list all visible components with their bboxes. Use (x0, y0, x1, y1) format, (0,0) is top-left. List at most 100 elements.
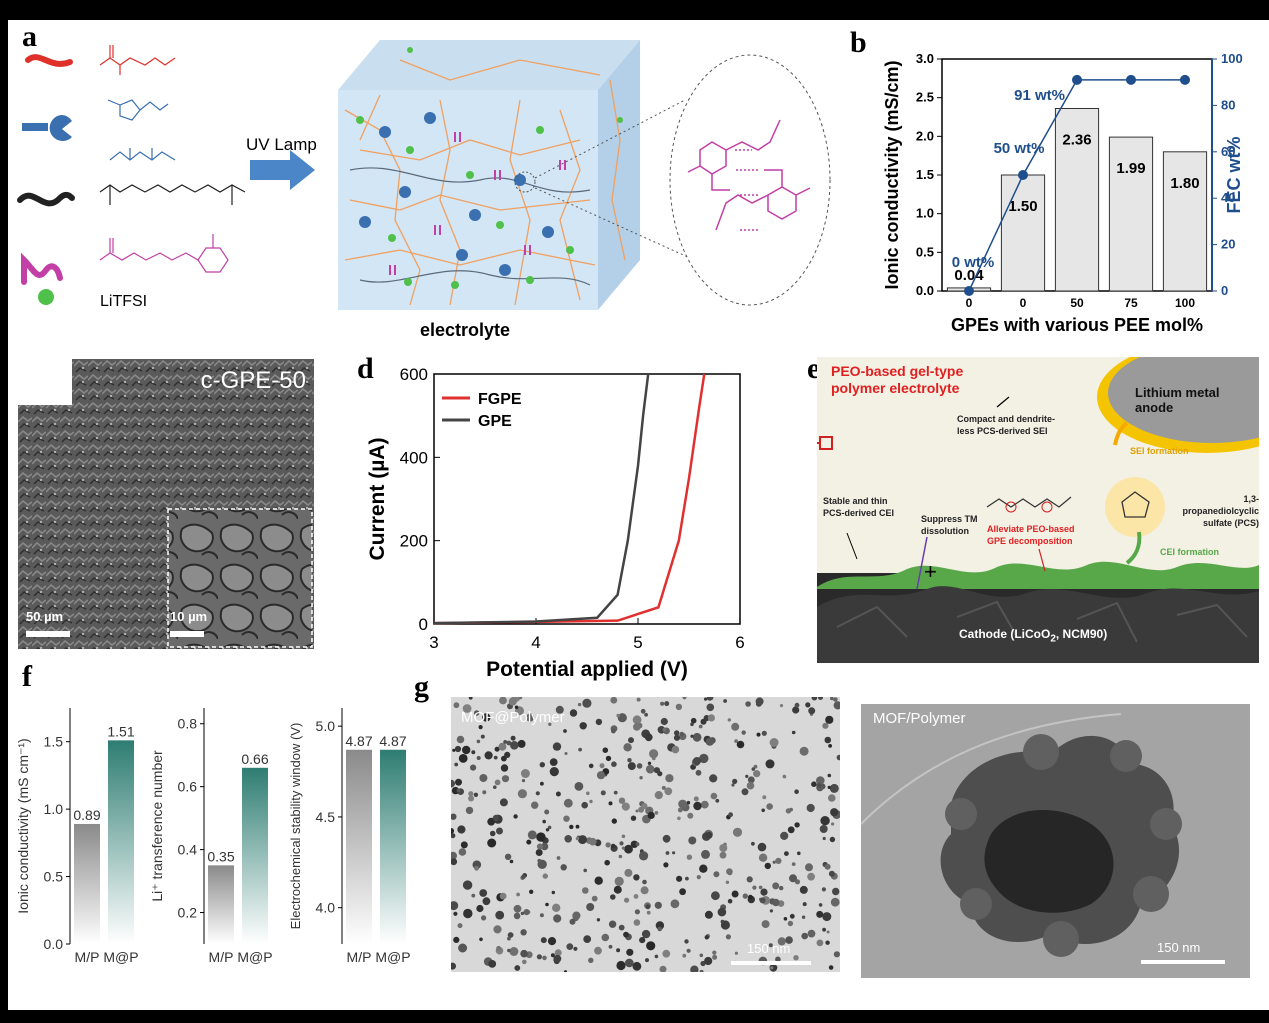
nanoparticle (673, 734, 681, 741)
nanoparticle (456, 788, 461, 793)
bar-value-label: 1.99 (1116, 160, 1145, 177)
tm-note-line2: dissolution (921, 526, 969, 536)
nanoparticle (482, 897, 491, 906)
nanoparticle (507, 932, 514, 938)
x-tick-label: 3 (429, 633, 438, 652)
y-tick-label: 1.0 (44, 801, 64, 817)
nanoparticle (489, 830, 496, 837)
nanoparticle (608, 944, 613, 949)
nanoparticle (802, 902, 807, 907)
nanoparticle (682, 697, 687, 700)
nanoparticle (456, 735, 465, 744)
nanoparticle (775, 956, 781, 963)
nanoparticle (616, 960, 626, 971)
y-tick-label: 0.0 (916, 283, 934, 298)
nanoparticle (690, 965, 699, 972)
nanoparticle (644, 712, 648, 717)
nanoparticle (827, 773, 832, 778)
nanoparticle (791, 862, 796, 866)
e-title: PEO-based gel-type polymer electrolyte (831, 363, 963, 397)
nanoparticle (600, 790, 606, 796)
x-tick-label: M@P (103, 949, 138, 965)
nanoparticle (660, 701, 665, 706)
nanoparticle (635, 809, 639, 813)
nanoparticle (731, 783, 735, 787)
nanoparticle (451, 779, 455, 788)
nanoparticle (630, 840, 639, 848)
nanoparticle (806, 803, 815, 813)
nanoparticle (811, 697, 818, 701)
y-tick-label: 600 (400, 365, 428, 384)
nanoparticle (621, 846, 625, 850)
y2-tick-label: 0 (1221, 283, 1228, 298)
cathode-label: Cathode (LiCoO2, NCM90) (959, 627, 1107, 644)
nanoparticle (507, 936, 511, 941)
y-tick-label: 1.5 (916, 167, 934, 182)
nanoparticle (633, 919, 641, 926)
nanoparticle (704, 956, 713, 966)
nanoparticle (831, 822, 835, 826)
nanoparticle (588, 763, 594, 769)
nanoparticle (639, 776, 643, 780)
nanoparticle (468, 795, 475, 802)
nanoparticle (453, 911, 458, 916)
nanoparticle (633, 874, 640, 881)
nanoparticle (551, 890, 555, 895)
nanoparticle (678, 799, 687, 809)
y-axis-label: Current (µA) (366, 438, 389, 561)
nanoparticle (540, 937, 547, 944)
nanoparticle (741, 788, 749, 796)
nanoparticle (578, 835, 587, 845)
bar-value-label: 2.36 (1062, 131, 1091, 148)
nanoparticle (816, 939, 824, 947)
nanoparticle (816, 776, 825, 785)
sei-note-line1: Compact and dendrite- (957, 414, 1056, 424)
nanoparticle (706, 703, 715, 712)
nanoparticle (627, 762, 636, 771)
bar-value-label: 0.04 (954, 267, 984, 284)
nanoparticle (462, 745, 471, 755)
e-title-line2: polymer electrolyte (831, 380, 960, 396)
nanoparticle (641, 929, 651, 939)
nanoparticle (536, 832, 546, 842)
nanoparticle (713, 871, 720, 878)
nanoparticle (517, 789, 527, 799)
nanoparticle (746, 876, 753, 883)
nanoparticle (824, 736, 832, 744)
nanoparticle (611, 728, 616, 734)
nanoparticle (605, 842, 611, 848)
nanoparticle (705, 831, 713, 839)
nanoparticle (805, 863, 813, 872)
nanoparticle (536, 843, 544, 850)
nanoparticle (655, 921, 665, 930)
bar (346, 749, 372, 944)
nanoparticle (777, 937, 786, 946)
nanoparticle (731, 890, 739, 898)
nanoparticle (588, 957, 594, 963)
nanoparticle (455, 778, 462, 786)
nanoparticle (542, 819, 546, 824)
nanoparticle (639, 937, 646, 944)
nanoparticle (822, 912, 832, 922)
nanoparticle (748, 894, 753, 900)
fec-point (1180, 74, 1190, 85)
nanoparticle (621, 834, 626, 839)
nanoparticle (753, 764, 758, 769)
nanoparticle (780, 831, 789, 840)
nanoparticle (575, 824, 580, 829)
nanoparticle (816, 782, 822, 788)
nanoparticle (736, 740, 745, 749)
nanoparticle (634, 909, 640, 915)
panel-label-g: g (414, 670, 429, 703)
nanoparticle (711, 891, 720, 901)
nanoparticle (828, 965, 834, 970)
nanoparticle (633, 894, 639, 899)
nanoparticle (586, 903, 595, 911)
sem-title: c-GPE-50 (200, 367, 306, 394)
bar-value-label: 1.50 (1008, 198, 1037, 215)
bar (1054, 107, 1100, 292)
nanoparticle (611, 818, 617, 824)
nanoparticle (686, 854, 693, 860)
nanoparticle (627, 758, 632, 763)
nanoparticle (779, 885, 784, 891)
